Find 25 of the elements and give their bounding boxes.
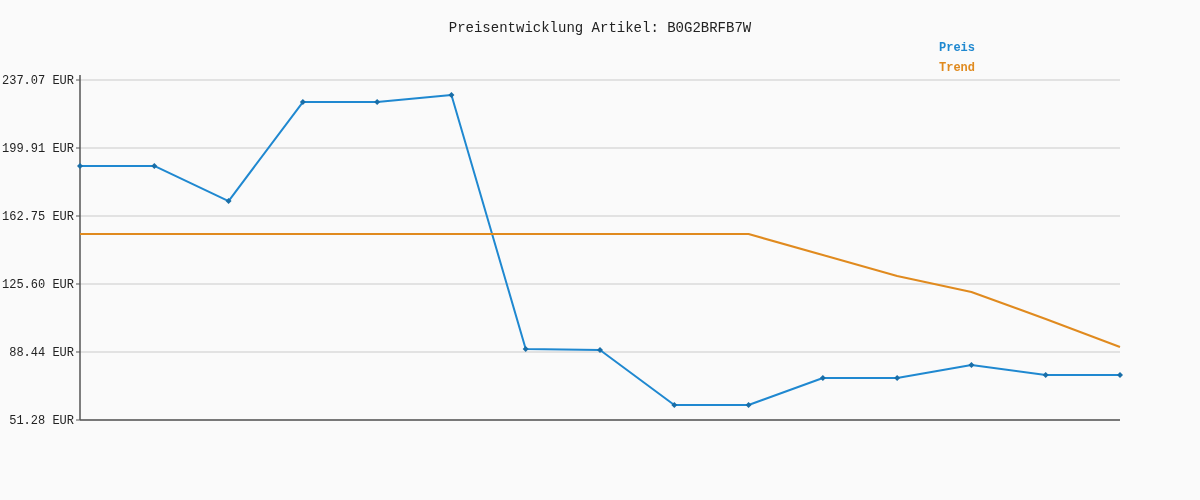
- y-tick-label: 51.28 EUR: [9, 414, 74, 429]
- point: [894, 375, 901, 382]
- point: [671, 401, 678, 408]
- point: [1117, 371, 1123, 378]
- point: [597, 347, 603, 354]
- text: Trend: [938, 61, 975, 75]
- point: [968, 362, 975, 369]
- y-tick-label: 125.60 EUR: [1, 278, 74, 293]
- point: [151, 162, 158, 169]
- point: [448, 91, 455, 98]
- point: [77, 162, 83, 169]
- chart-title: Preisentwicklung Artikel: B0G2BRFB7W: [448, 20, 752, 36]
- point: [819, 375, 826, 382]
- point: [299, 99, 306, 106]
- point: [374, 99, 381, 106]
- point: [225, 198, 232, 205]
- point: [1042, 371, 1049, 378]
- point: [745, 401, 752, 408]
- y-tick-label: 199.91 EUR: [1, 142, 74, 157]
- y-tick-label: 162.75 EUR: [1, 210, 74, 225]
- line-series: [79, 233, 1121, 348]
- point: [522, 345, 529, 352]
- y-tick-label: 237.07 EUR: [1, 74, 74, 89]
- y-tick-label: 88.44 EUR: [9, 346, 74, 361]
- text: Preis: [938, 41, 975, 55]
